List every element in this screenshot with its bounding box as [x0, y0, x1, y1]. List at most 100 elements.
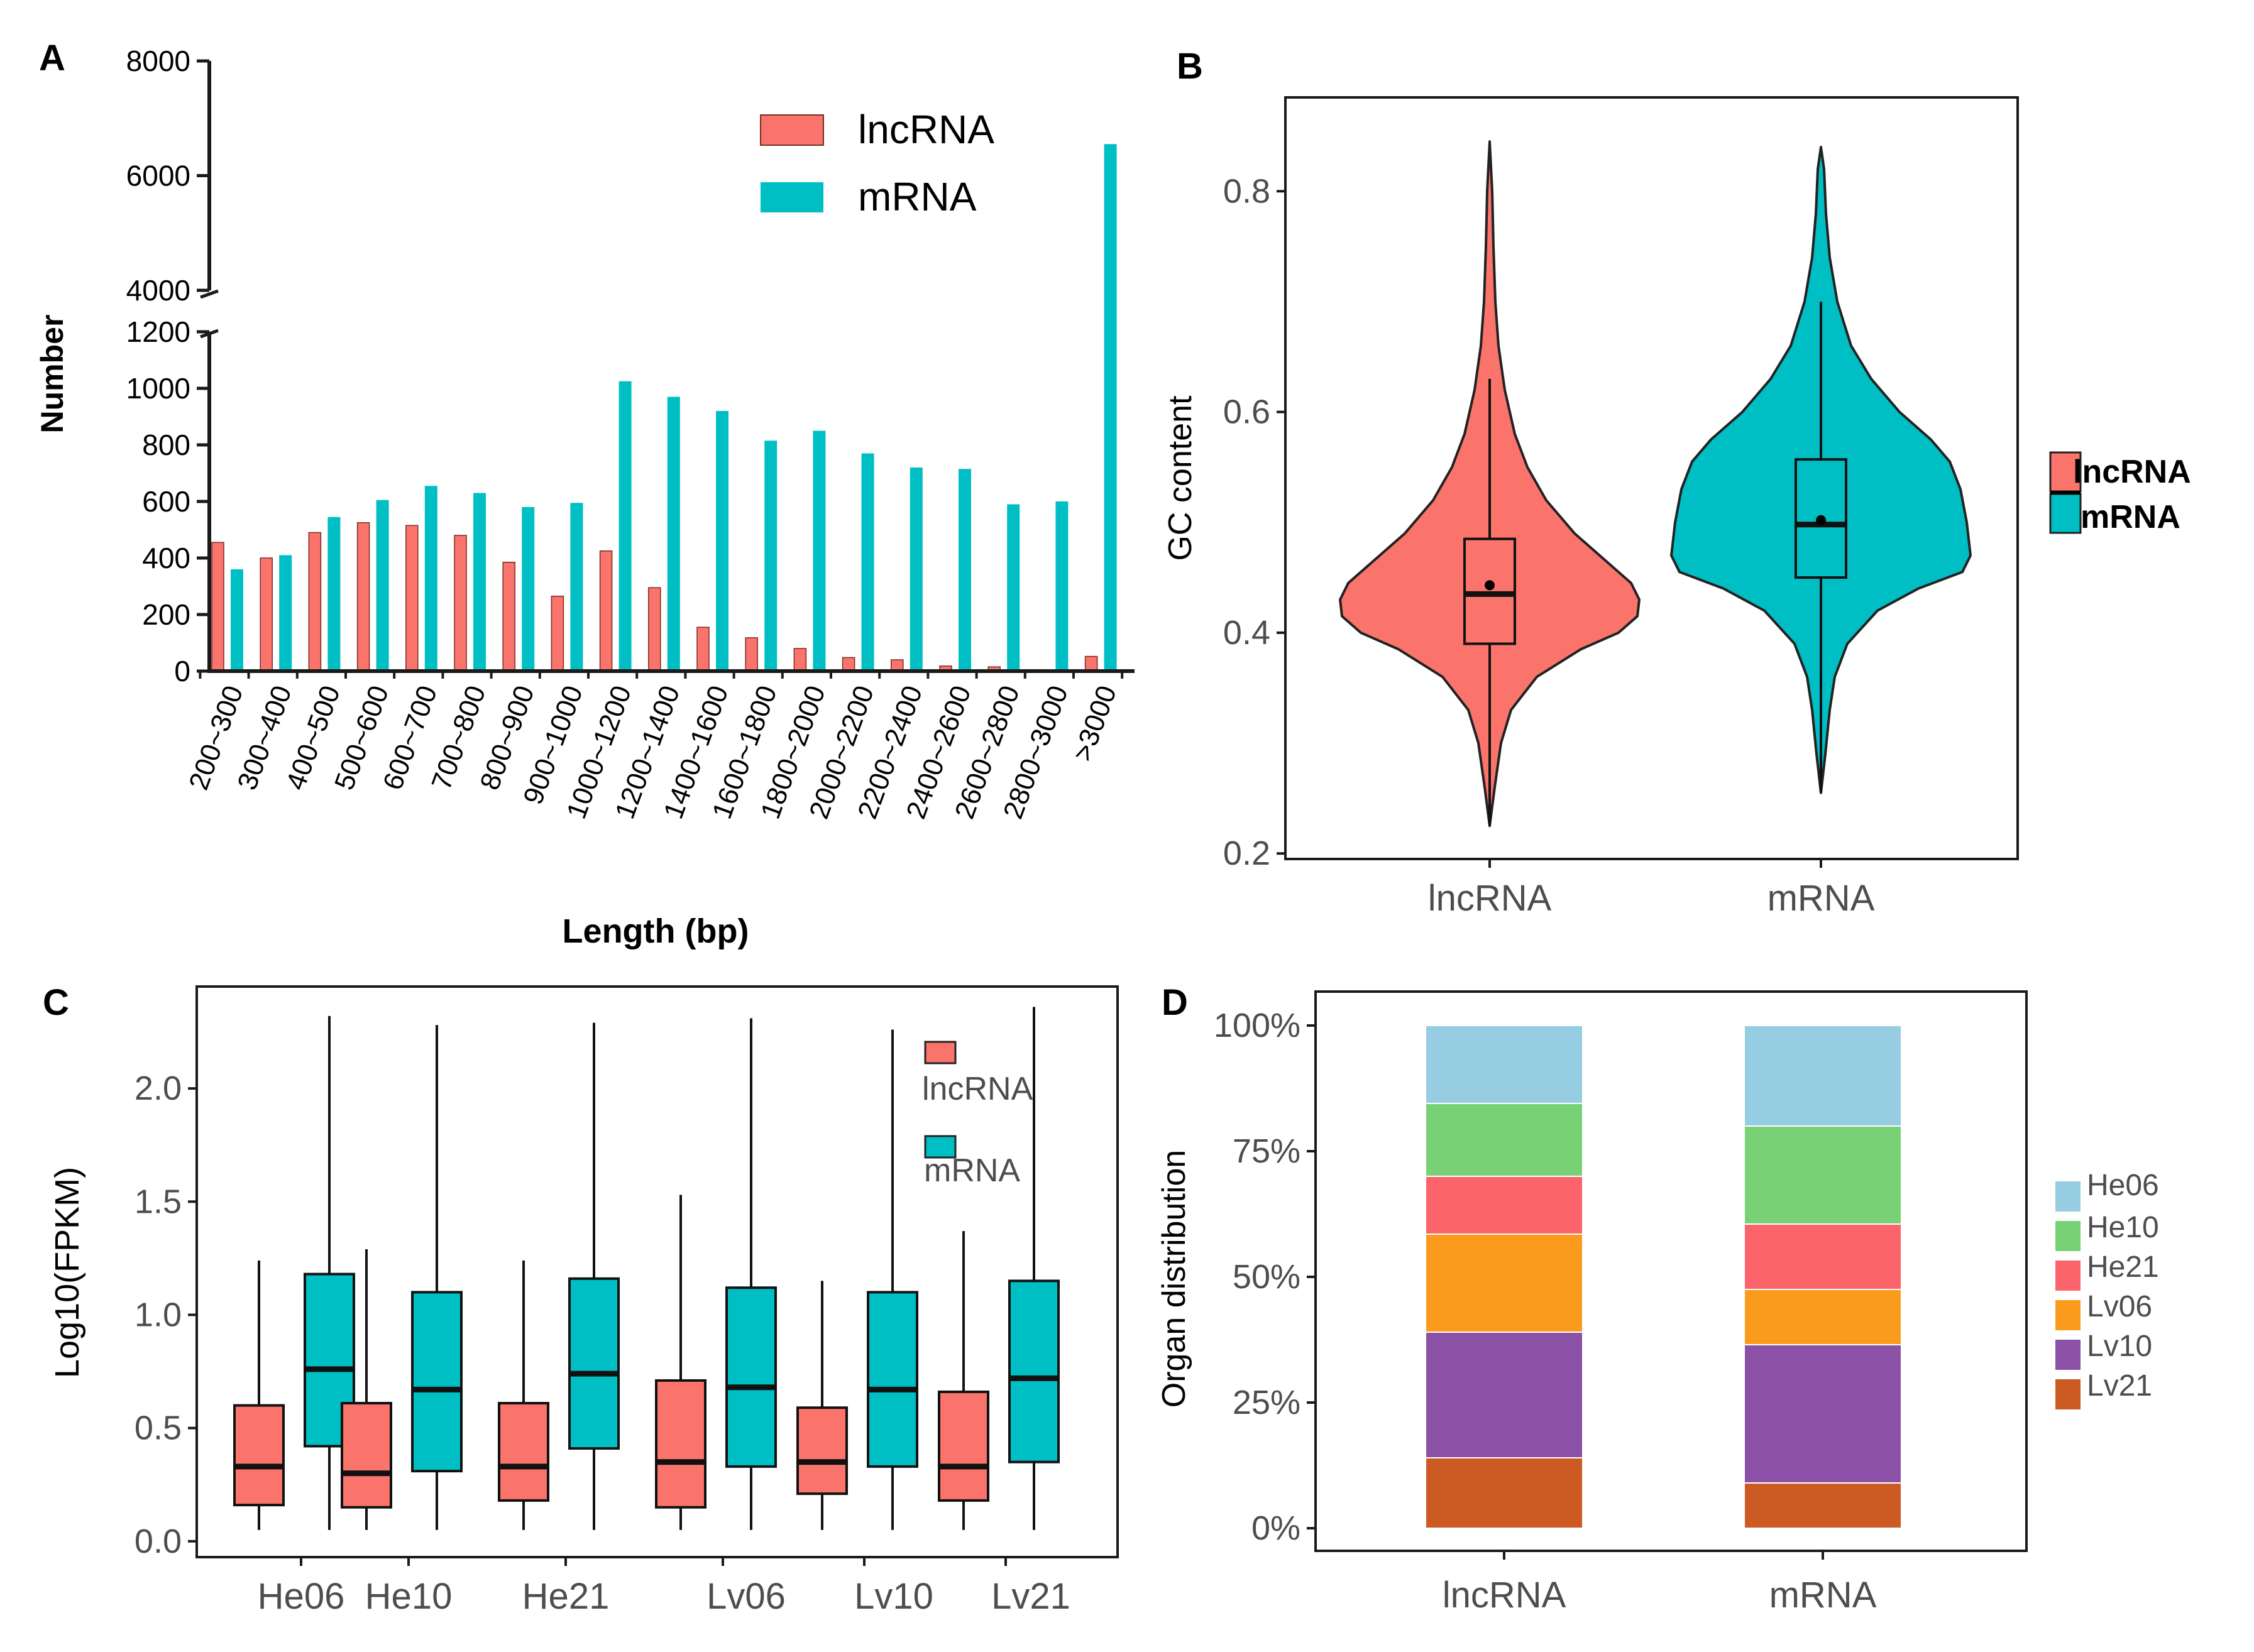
legend-swatch-lv06: [2055, 1300, 2081, 1330]
bar-mrna-6: [522, 507, 535, 671]
y-tick-label-lower-4: 800: [142, 429, 190, 461]
bar-mrna-3: [376, 500, 389, 671]
y-axis-label: GC content: [1162, 395, 1199, 561]
box-mRNA-Lv06: [725, 1286, 777, 1468]
segment-Lv21-lncRNA: [1425, 1457, 1583, 1529]
legend-label-he21: He21: [2087, 1250, 2159, 1284]
bar-mrna-14: [910, 468, 923, 671]
legend-label-lv06: Lv06: [2087, 1290, 2152, 1323]
x-axis-label: Length (bp): [563, 912, 749, 950]
bar-mrna-5: [473, 493, 486, 671]
bar-mrna-10: [716, 411, 728, 671]
bar-mrna-7: [570, 503, 583, 671]
bar-lncrna-2: [308, 532, 322, 672]
bar-lncrna-0: [211, 542, 224, 672]
box-lncRNA-Lv10: [796, 1406, 848, 1496]
y-tick-label-upper-1: 6000: [126, 160, 190, 192]
bar-lncrna-5: [454, 535, 467, 672]
y-tick-label-4: 2.0: [135, 1069, 182, 1107]
legend-label-mrna: mRNA: [858, 174, 977, 219]
y-tick-label-0: 0.0: [135, 1523, 182, 1560]
x-tick-label-18: >3000: [1067, 682, 1123, 765]
box-lncRNA-Lv06: [655, 1379, 706, 1509]
x-tick-label-0: lncRNA: [1443, 1575, 1566, 1616]
legend-label-mrna: mRNA: [2081, 499, 2180, 535]
bar-lncrna-1: [260, 557, 273, 672]
legend-swatch-he21: [2055, 1261, 2081, 1291]
legend-label-he06: He06: [2087, 1169, 2159, 1202]
legend-label-lncrna: lncRNA: [922, 1071, 1033, 1107]
bar-mrna-1: [279, 555, 292, 671]
segment-He06-lncRNA: [1425, 1025, 1583, 1104]
x-tick-label-4: Lv10: [854, 1576, 933, 1617]
bar-mrna-8: [618, 381, 632, 671]
plot-frame: [1284, 96, 2019, 860]
axis-break-lower: [200, 329, 219, 339]
y-tick-label-1: 0.4: [1223, 614, 1270, 652]
panel-label-a: A: [39, 38, 65, 79]
legend-swatch-lv21: [2055, 1379, 2081, 1409]
segment-He10-lncRNA: [1425, 1103, 1583, 1177]
legend-swatch-mrna: [924, 1135, 957, 1159]
bar-lncrna-6: [502, 562, 515, 672]
segment-Lv06-mRNA: [1744, 1289, 1902, 1345]
bar-lncrna-13: [842, 657, 855, 672]
legend-swatch-lncrna: [924, 1041, 957, 1064]
mean-point-mRNA: [1816, 515, 1826, 525]
bar-mrna-11: [764, 440, 778, 671]
y-tick-label-lower-1: 200: [142, 598, 190, 631]
legend-swatch-lv10: [2055, 1340, 2081, 1370]
bar-mrna-0: [231, 569, 243, 671]
y-tick-label-1: 25%: [1233, 1384, 1300, 1421]
y-tick-label-upper-2: 8000: [126, 45, 190, 77]
segment-He21-mRNA: [1744, 1223, 1902, 1290]
legend-swatch-mrna: [761, 182, 823, 212]
y-tick-label-lower-3: 600: [142, 485, 190, 518]
box-lncRNA-He10: [341, 1401, 392, 1509]
x-tick-label-1: mRNA: [1769, 1575, 1877, 1616]
bar-lncrna-7: [551, 596, 564, 672]
segment-Lv21-mRNA: [1744, 1482, 1902, 1529]
y-tick-label-3: 75%: [1233, 1132, 1300, 1170]
plot-frame: [1314, 990, 2028, 1552]
bar-lncrna-8: [599, 550, 613, 672]
segment-He06-mRNA: [1744, 1025, 1902, 1127]
bar-lncrna-3: [356, 522, 370, 672]
y-axis-label: Log10(FPKM): [48, 1167, 86, 1378]
bar-lncrna-11: [745, 637, 758, 672]
bar-mrna-18: [1104, 144, 1117, 671]
x-tick-label-1: mRNA: [1767, 878, 1875, 919]
bar-lncrna-9: [648, 587, 661, 672]
y-tick-label-lower-2: 400: [142, 542, 190, 574]
panel-label-b: B: [1177, 46, 1203, 87]
x-tick-label-5: Lv21: [991, 1576, 1070, 1617]
panel-b-violin-chart: 0.2 0.4 0.6 0.8 GC content lncRNA mRNA lncRNA mR…: [1162, 96, 2191, 919]
y-tick-label-0: 0%: [1251, 1509, 1300, 1547]
y-tick-label-lower-5: 1000: [126, 372, 190, 405]
legend-swatch-lncrna: [760, 114, 824, 146]
y-tick-label-upper-0: 4000: [126, 274, 190, 307]
bar-mrna-12: [813, 430, 826, 671]
bar-mrna-4: [424, 486, 437, 671]
bar-lncrna-4: [405, 525, 419, 672]
y-tick-label-lower-6: 1200: [126, 315, 190, 348]
bar-mrna-17: [1055, 501, 1069, 671]
bar-mrna-16: [1007, 504, 1020, 671]
panel-c-box-chart: 0.0 0.5 1.0 1.5 2.0 Log10(FPKM) He06 He10 He21 Lv…: [48, 985, 1119, 1617]
bar-lncrna-18: [1084, 655, 1098, 672]
box-mRNA-He21: [568, 1277, 620, 1450]
legend-swatch-mrna: [2049, 493, 2082, 534]
box-mRNA-He10: [411, 1291, 463, 1473]
y-tick-label-3: 0.8: [1223, 172, 1270, 210]
box-lncRNA-Lv21: [938, 1390, 989, 1502]
x-tick-label-3: Lv06: [706, 1576, 786, 1617]
y-tick-label-4: 100%: [1214, 1007, 1300, 1044]
legend-label-lv10: Lv10: [2087, 1330, 2152, 1363]
y-tick-label-2: 50%: [1233, 1258, 1300, 1296]
y-tick-label-1: 0.5: [135, 1409, 182, 1447]
y-axis-label: Number: [35, 315, 70, 434]
y-tick-label-0: 0.2: [1223, 834, 1270, 872]
legend-label-he10: He10: [2087, 1211, 2159, 1244]
x-tick-label-0: He06: [258, 1576, 345, 1617]
y-tick-label-lower-0: 0: [174, 655, 190, 687]
